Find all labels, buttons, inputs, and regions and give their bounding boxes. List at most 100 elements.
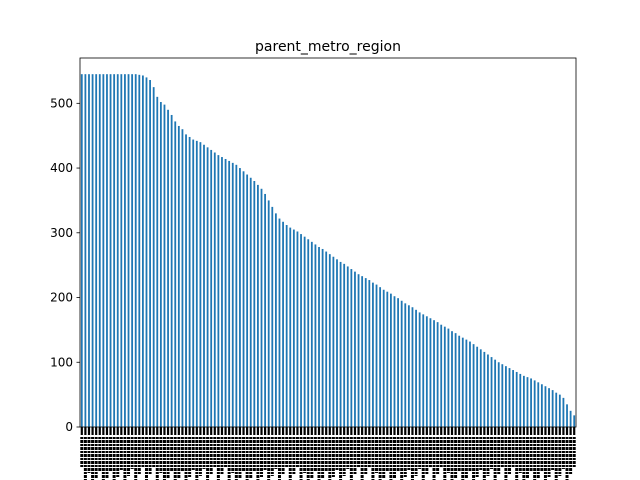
bar	[393, 296, 396, 427]
bar	[522, 375, 525, 427]
bar	[472, 344, 475, 427]
bar	[98, 74, 101, 428]
bar	[303, 236, 306, 427]
bar	[124, 74, 126, 428]
bar	[562, 397, 565, 427]
bar	[505, 366, 507, 427]
bar	[512, 370, 514, 427]
bar	[156, 96, 159, 427]
bar	[382, 289, 385, 427]
bar	[127, 74, 130, 428]
bar	[390, 293, 392, 427]
bar	[555, 392, 558, 427]
bar	[203, 144, 205, 427]
bar	[497, 362, 500, 427]
bar	[443, 326, 446, 427]
bar	[310, 241, 313, 427]
bar	[526, 377, 529, 427]
bar	[181, 129, 184, 427]
bar	[177, 125, 180, 427]
bar	[479, 349, 482, 427]
bar	[116, 74, 119, 428]
bar	[163, 104, 166, 428]
bar	[336, 259, 338, 427]
bar	[102, 74, 105, 428]
bar	[404, 303, 407, 427]
bar	[120, 74, 123, 428]
y-tick-label: 500	[50, 96, 73, 110]
bar	[533, 380, 536, 427]
bar	[84, 74, 87, 428]
bar	[407, 305, 410, 427]
bar	[80, 74, 83, 428]
bar	[429, 318, 432, 427]
bar	[418, 312, 421, 427]
bar	[231, 162, 234, 427]
bar	[411, 307, 414, 427]
bar	[249, 177, 252, 427]
bar	[91, 74, 94, 428]
bar	[400, 300, 403, 427]
bar	[461, 337, 464, 427]
bar	[109, 74, 112, 428]
bar	[343, 263, 346, 427]
bar	[375, 284, 378, 427]
bar	[257, 184, 259, 427]
bar	[285, 225, 288, 427]
bar	[354, 271, 356, 427]
bar	[447, 328, 450, 427]
bar	[357, 274, 360, 427]
bar	[454, 333, 457, 427]
bar	[138, 74, 141, 427]
bar	[386, 291, 389, 427]
bar	[253, 181, 256, 427]
bar	[307, 239, 310, 427]
bar	[134, 74, 137, 428]
bar	[350, 269, 353, 427]
bar	[217, 155, 220, 428]
y-ticks-layer: 0 100 200 300 400 500	[50, 96, 80, 434]
bar	[483, 351, 486, 427]
y-tick-label: 100	[50, 355, 73, 369]
bar	[159, 102, 162, 428]
bar	[368, 280, 371, 427]
bar	[469, 341, 471, 427]
bar	[296, 231, 299, 427]
bar	[425, 316, 428, 427]
bar	[224, 158, 227, 428]
bar	[235, 164, 238, 427]
chart-title: parent_metro_region	[255, 39, 401, 55]
bar	[332, 256, 335, 427]
bar	[490, 357, 493, 427]
bar	[131, 74, 134, 428]
bar	[170, 114, 173, 427]
bar	[167, 109, 169, 427]
bar	[440, 324, 443, 427]
bar	[321, 248, 324, 427]
bar	[271, 206, 274, 427]
bar	[289, 227, 292, 427]
y-tick-label: 200	[50, 291, 73, 305]
bar	[325, 251, 328, 427]
bar	[199, 142, 202, 427]
bar	[558, 394, 561, 427]
bar	[113, 74, 116, 428]
bar	[364, 278, 367, 427]
bar	[318, 247, 320, 427]
bar	[508, 368, 511, 427]
bar	[566, 404, 568, 427]
bar	[573, 415, 576, 427]
bar	[145, 77, 148, 428]
bar	[422, 314, 425, 427]
bar	[192, 139, 195, 427]
bars-layer	[80, 74, 576, 428]
bar	[379, 287, 382, 427]
bar	[95, 74, 98, 428]
bar	[213, 152, 216, 427]
bar	[530, 378, 532, 427]
bar	[415, 309, 417, 427]
bar	[328, 254, 331, 427]
bar	[451, 331, 453, 427]
bar	[88, 74, 90, 428]
bar	[465, 339, 468, 427]
